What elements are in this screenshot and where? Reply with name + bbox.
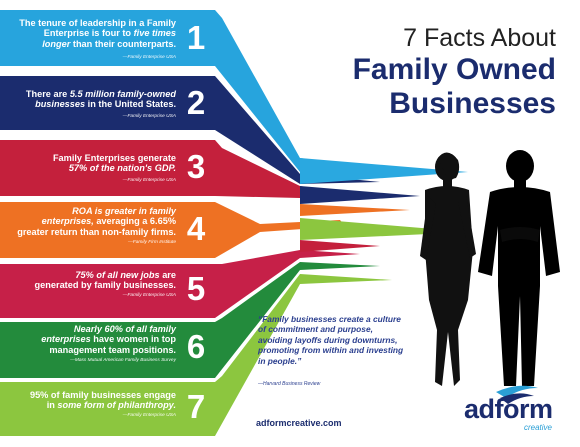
fact-2-line: There are xyxy=(25,89,70,99)
quote-text: “Family businesses create a culture of c… xyxy=(258,314,404,366)
fact-4-emphasis: ROA is greater in family xyxy=(72,206,176,216)
fact-1-source: —Family Enterprise USA xyxy=(122,55,176,60)
fact-3-number: 3 xyxy=(186,148,206,185)
band-6 xyxy=(0,262,380,378)
fact-5-number: 5 xyxy=(186,270,206,307)
fact-3-text: Family Enterprises generate 57% of the n… xyxy=(6,153,176,174)
fact-5-line: generated by family businesses. xyxy=(34,280,176,291)
brand-subtitle: creative xyxy=(523,423,552,432)
fact-4-line: averaging a 6.65% xyxy=(93,216,176,227)
brand-name: adform xyxy=(464,394,553,424)
title-line-3: Businesses xyxy=(389,87,556,120)
fact-2-emphasis: 5.5 million family-owned xyxy=(69,89,176,99)
fact-7-number: 7 xyxy=(186,388,206,425)
fact-1-line: The tenure of leadership in a Family xyxy=(19,18,176,28)
businessman-silhouette xyxy=(478,150,560,386)
fact-2: There are 5.5 million family-owned busin… xyxy=(0,76,215,130)
fact-7-emphasis: some form of philanthropy. xyxy=(57,400,176,411)
ray-red xyxy=(300,240,380,252)
fact-1-number: 1 xyxy=(186,19,206,56)
fact-3-emphasis: 57% of the nation's GDP. xyxy=(68,163,176,174)
fact-5-source: —Family Enterprise USA xyxy=(122,293,176,298)
fact-7-line: in xyxy=(46,400,58,411)
fact-4-text: ROA is greater in family enterprises, av… xyxy=(6,206,176,237)
fact-1-line: than their counterparts. xyxy=(70,38,176,49)
ray-navy xyxy=(300,186,420,204)
band-5 xyxy=(0,250,360,318)
businesswoman-silhouette xyxy=(420,152,476,386)
fact-6-emphasis: enterprises xyxy=(41,334,91,345)
website-link[interactable]: adformcreative.com xyxy=(256,418,342,428)
fact-1-emphasis: five times xyxy=(133,28,176,39)
fact-3-line: Family Enterprises generate xyxy=(52,153,176,163)
fact-6-source: —Mass Mutual American Family Business Su… xyxy=(70,358,176,363)
fact-1-line: Enterprise is four to xyxy=(43,28,134,39)
fact-1-emphasis: longer xyxy=(42,38,71,49)
fact-5-text: 75% of all new jobs are generated by fam… xyxy=(6,270,176,291)
ray-green xyxy=(300,218,470,240)
title-line-2: Family Owned xyxy=(352,53,556,86)
title-line-1: 7 Facts About xyxy=(403,24,556,52)
fact-3-source: —Family Enterprise USA xyxy=(122,178,176,183)
fact-5-emphasis: 75% of all new jobs xyxy=(75,270,160,280)
fact-2-line: in the United States. xyxy=(85,99,176,110)
fact-4: ROA is greater in family enterprises, av… xyxy=(0,202,215,258)
fact-6-number: 6 xyxy=(186,328,206,365)
fact-6-line: management team positions. xyxy=(49,344,176,355)
ray-orange xyxy=(300,204,410,216)
fact-7-line: 95% of family businesses engage xyxy=(29,390,176,400)
fact-1-text: The tenure of leadership in a Family Ent… xyxy=(6,18,176,49)
fact-4-emphasis: enterprises, xyxy=(41,216,94,227)
brand-logo: adform creative xyxy=(464,388,554,436)
fact-6: Nearly 60% of all family enterprises hav… xyxy=(0,322,215,378)
band-7 xyxy=(0,274,392,436)
fact-7: 95% of family businesses engage in some … xyxy=(0,382,215,436)
fact-4-line: greater return than non-family firms. xyxy=(17,226,176,237)
fact-3: Family Enterprises generate 57% of the n… xyxy=(0,140,215,196)
fact-4-source: —Family Firm Institute xyxy=(128,240,176,245)
fact-5-line: are xyxy=(159,270,176,280)
band-4 xyxy=(0,202,345,258)
brand-swoosh-icon xyxy=(496,385,538,404)
fact-2-text: There are 5.5 million family-owned busin… xyxy=(6,89,176,110)
fact-6-emphasis: Nearly 60% of all family xyxy=(73,324,176,334)
quote-source: —Harvard Business Review xyxy=(258,381,321,387)
fact-2-emphasis: businesses xyxy=(35,99,86,110)
fact-5: 75% of all new jobs are generated by fam… xyxy=(0,264,215,318)
fact-7-source: —Family Enterprise USA xyxy=(122,413,176,418)
band-2 xyxy=(0,76,380,184)
fact-7-text: 95% of family businesses engage in some … xyxy=(6,390,176,411)
fact-2-source: —Family Enterprise USA xyxy=(122,114,176,119)
fact-6-text: Nearly 60% of all family enterprises hav… xyxy=(6,324,176,355)
ray-cyan xyxy=(300,158,468,184)
band-1 xyxy=(0,10,386,172)
fact-4-number: 4 xyxy=(186,210,206,247)
band-3 xyxy=(0,140,360,198)
fact-2-number: 2 xyxy=(186,84,206,121)
fact-6-line: have women in top xyxy=(90,334,176,345)
fact-1: The tenure of leadership in a Family Ent… xyxy=(0,10,215,66)
